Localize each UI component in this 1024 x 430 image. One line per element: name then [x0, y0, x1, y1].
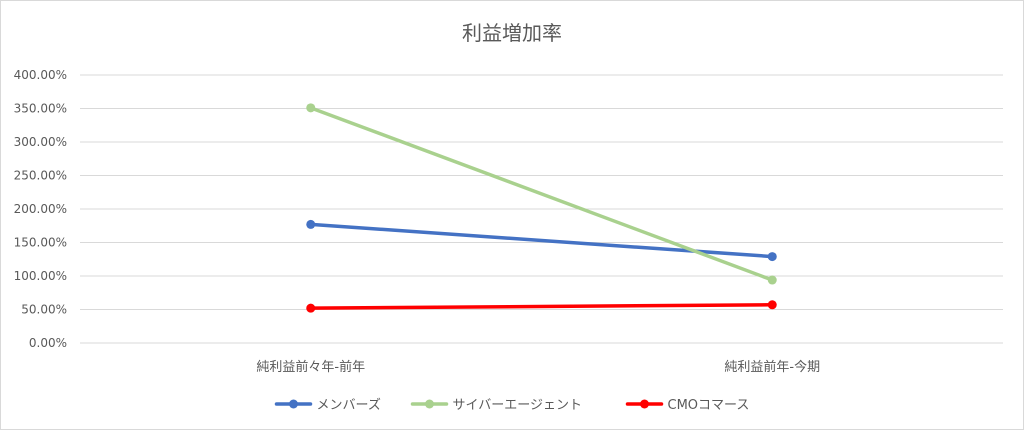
legend-swatch-marker [289, 399, 298, 409]
x-axis-categories: 純利益前々年-前年 純利益前年-今期 [256, 359, 820, 375]
data-point [306, 219, 316, 229]
data-point [767, 252, 777, 262]
legend-item: サイバーエージェント [410, 398, 582, 413]
y-tick-label: 200.00% [14, 202, 67, 216]
x-category-label: 純利益前年-今期 [724, 359, 820, 375]
legend-label: CMOコマース [668, 398, 750, 413]
y-tick-label: 300.00% [14, 135, 67, 149]
x-category-label: 純利益前々年-前年 [256, 359, 365, 375]
data-point [306, 303, 316, 313]
chart-title: 利益増加率 [462, 21, 562, 45]
data-point [767, 300, 777, 310]
y-tick-label: 0.00% [29, 336, 67, 350]
series-line [309, 106, 774, 282]
series-lines [306, 103, 777, 313]
legend-label: メンバーズ [317, 397, 381, 413]
y-tick-label: 350.00% [14, 102, 67, 116]
legend-swatch-marker [640, 399, 649, 409]
y-tick-label: 400.00% [14, 68, 67, 82]
gridlines [80, 74, 1003, 344]
legend: メンバーズ サイバーエージェント CMOコマース [274, 397, 750, 413]
legend-label: サイバーエージェント [453, 398, 582, 413]
y-tick-label: 150.00% [14, 236, 67, 250]
y-tick-label: 250.00% [14, 169, 67, 183]
data-point [306, 103, 316, 113]
series-line [309, 222, 774, 259]
y-tick-label: 100.00% [14, 269, 67, 283]
legend-swatch-marker [425, 399, 434, 409]
legend-item: CMOコマース [625, 398, 750, 413]
y-tick-label: 50.00% [21, 303, 67, 317]
series-line [309, 303, 774, 310]
y-axis-ticks: 0.00% 50.00% 100.00% 150.00% 200.00% 250.00% 3… [14, 68, 67, 350]
legend-item: メンバーズ [274, 397, 381, 413]
data-point [767, 275, 777, 285]
